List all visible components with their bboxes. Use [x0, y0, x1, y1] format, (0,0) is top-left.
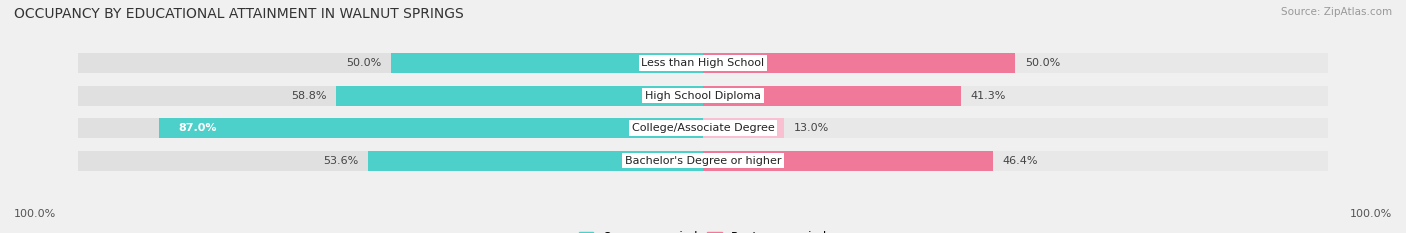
- Text: College/Associate Degree: College/Associate Degree: [631, 123, 775, 133]
- Text: 100.0%: 100.0%: [14, 209, 56, 219]
- Bar: [703, 118, 1327, 138]
- Text: High School Diploma: High School Diploma: [645, 91, 761, 101]
- Bar: [79, 118, 703, 138]
- Text: 87.0%: 87.0%: [179, 123, 217, 133]
- Bar: [368, 151, 703, 171]
- Text: 50.0%: 50.0%: [346, 58, 381, 68]
- Text: Source: ZipAtlas.com: Source: ZipAtlas.com: [1281, 7, 1392, 17]
- Bar: [703, 151, 993, 171]
- Legend: Owner-occupied, Renter-occupied: Owner-occupied, Renter-occupied: [574, 226, 832, 233]
- Text: OCCUPANCY BY EDUCATIONAL ATTAINMENT IN WALNUT SPRINGS: OCCUPANCY BY EDUCATIONAL ATTAINMENT IN W…: [14, 7, 464, 21]
- Text: 100.0%: 100.0%: [1350, 209, 1392, 219]
- Text: Bachelor's Degree or higher: Bachelor's Degree or higher: [624, 156, 782, 166]
- Bar: [79, 53, 703, 73]
- Bar: [336, 86, 703, 106]
- Text: 50.0%: 50.0%: [1025, 58, 1060, 68]
- Bar: [703, 86, 962, 106]
- Text: 58.8%: 58.8%: [291, 91, 326, 101]
- Text: 41.3%: 41.3%: [970, 91, 1005, 101]
- Text: 53.6%: 53.6%: [323, 156, 359, 166]
- Bar: [391, 53, 703, 73]
- Bar: [703, 86, 1327, 106]
- Bar: [79, 86, 703, 106]
- Bar: [703, 53, 1327, 73]
- Text: Less than High School: Less than High School: [641, 58, 765, 68]
- Bar: [159, 118, 703, 138]
- Bar: [703, 118, 785, 138]
- Bar: [79, 151, 703, 171]
- Text: 13.0%: 13.0%: [793, 123, 830, 133]
- Text: 46.4%: 46.4%: [1002, 156, 1038, 166]
- Bar: [703, 151, 1327, 171]
- Bar: [703, 53, 1015, 73]
